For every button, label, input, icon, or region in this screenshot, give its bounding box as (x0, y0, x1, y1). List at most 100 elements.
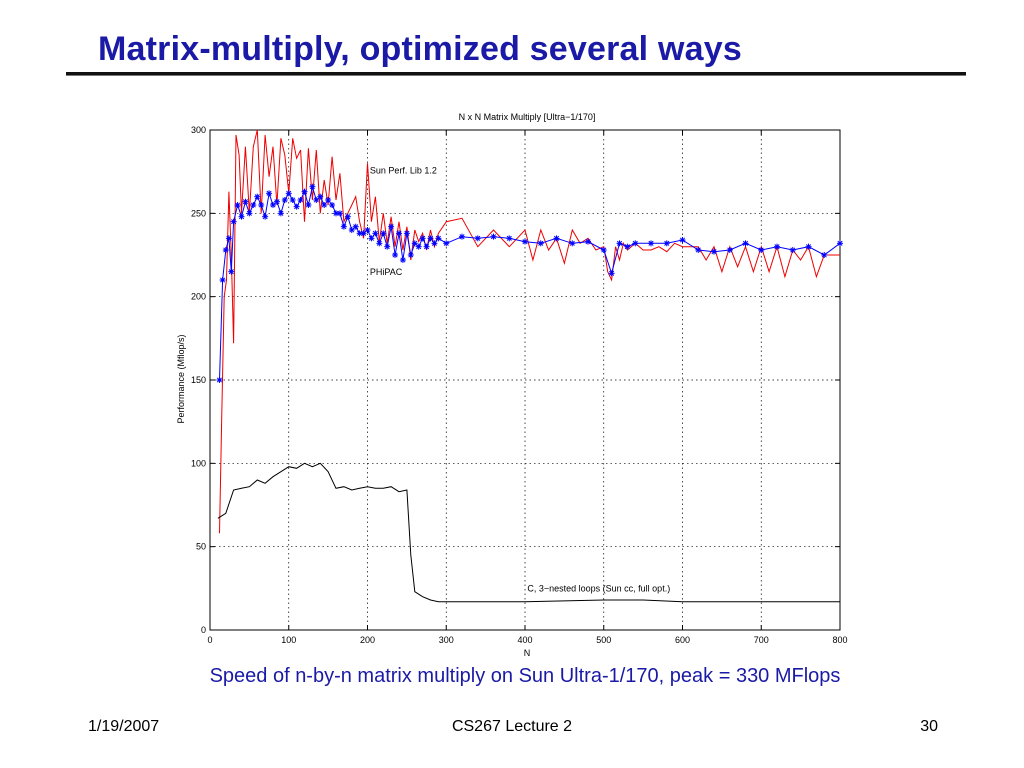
data-point-star (474, 235, 481, 242)
data-point-star (242, 198, 249, 205)
star-stroke (376, 240, 382, 246)
data-point-star (238, 213, 245, 220)
star-stroke (254, 194, 260, 200)
data-point-star (522, 238, 528, 245)
data-point-star (624, 243, 631, 250)
x-tick-label: 200 (360, 635, 375, 645)
x-tick-label: 400 (517, 635, 532, 645)
data-point-star (216, 377, 223, 383)
data-point-star (742, 240, 749, 247)
star-stroke (424, 244, 430, 250)
data-point-star (258, 202, 265, 208)
data-point-star (293, 203, 300, 210)
star-stroke (337, 210, 343, 216)
x-tick-label: 0 (207, 635, 212, 645)
data-point-star (364, 227, 371, 233)
star-stroke (372, 230, 378, 236)
star-stroke (459, 234, 465, 240)
star-stroke (695, 247, 701, 253)
star-stroke (490, 234, 497, 240)
star-stroke (364, 227, 371, 233)
series-line-phipac (219, 186, 841, 381)
star-stroke (294, 204, 300, 210)
star-stroke (648, 240, 654, 246)
series-annotations: Sun Perf. Lib 1.2 PHiPAC C, 3−nested loops… (370, 165, 670, 593)
star-stroke (569, 240, 575, 246)
chart-title: N x N Matrix Multiply [Ultra−1/170] (459, 112, 596, 122)
chart-container: N x N Matrix Multiply [Ultra−1/170] N Pe… (160, 104, 860, 664)
star-stroke (286, 190, 292, 196)
data-point-star (225, 235, 232, 242)
star-stroke (266, 190, 272, 196)
data-point-star (266, 190, 273, 197)
star-stroke (774, 244, 780, 250)
star-stroke (384, 244, 390, 250)
star-stroke (380, 230, 386, 236)
data-point-star (443, 240, 450, 247)
star-stroke (274, 199, 280, 205)
data-point-star (392, 252, 399, 258)
x-tick-label: 800 (832, 635, 847, 645)
star-stroke (837, 240, 843, 246)
data-point-star (388, 223, 395, 230)
data-point-star (399, 257, 406, 263)
data-point-star (301, 188, 308, 195)
star-stroke (250, 202, 256, 208)
star-stroke (226, 235, 232, 241)
data-point-star (250, 202, 257, 208)
data-point-star (423, 243, 430, 250)
y-tick-label: 200 (191, 292, 206, 302)
star-stroke (431, 240, 437, 246)
data-point-star (648, 240, 654, 247)
data-point-star (380, 230, 387, 237)
data-point-star (837, 240, 843, 247)
data-point-star (289, 197, 296, 203)
data-point-star (726, 247, 733, 253)
star-stroke (404, 230, 410, 236)
data-point-star (246, 210, 253, 217)
star-stroke (408, 252, 414, 258)
data-point-star (309, 183, 316, 190)
data-point-star (663, 240, 670, 247)
footer-page-number: 30 (920, 718, 938, 735)
data-point-star (805, 243, 812, 250)
grid (210, 130, 840, 630)
star-stroke (609, 270, 615, 276)
series-line-sun-perf-lib-1-2 (219, 129, 840, 534)
data-point-star (277, 210, 284, 217)
star-stroke (282, 197, 288, 203)
star-stroke (258, 202, 264, 208)
series-lines (216, 129, 843, 603)
data-point-star (632, 240, 639, 247)
y-tick-label: 150 (191, 375, 206, 385)
data-point-star (537, 240, 544, 247)
star-stroke (553, 235, 560, 241)
data-point-star (222, 247, 229, 253)
star-stroke (758, 247, 764, 253)
star-stroke (416, 244, 422, 250)
star-stroke (392, 252, 398, 258)
star-stroke (278, 210, 284, 216)
data-point-star (600, 247, 607, 253)
data-point-star (219, 277, 226, 283)
star-stroke (805, 244, 812, 250)
data-point-star (228, 268, 235, 275)
data-point-star (616, 240, 623, 247)
star-stroke (246, 210, 252, 216)
star-stroke (333, 210, 339, 216)
star-stroke (238, 214, 245, 220)
x-tick-label: 100 (281, 635, 296, 645)
data-point-star (695, 247, 702, 253)
title-divider (66, 72, 966, 76)
data-point-star (758, 247, 765, 253)
star-stroke (475, 235, 481, 241)
star-stroke (368, 235, 374, 241)
x-axis-label: N (524, 648, 531, 658)
star-stroke (624, 244, 630, 250)
series-line-c-3-nested-loops-sun-cc-full-opt (217, 462, 840, 603)
data-point-star (297, 197, 304, 203)
star-stroke (223, 247, 229, 253)
star-stroke (396, 230, 402, 236)
data-point-star (711, 248, 717, 255)
star-stroke (435, 235, 441, 241)
